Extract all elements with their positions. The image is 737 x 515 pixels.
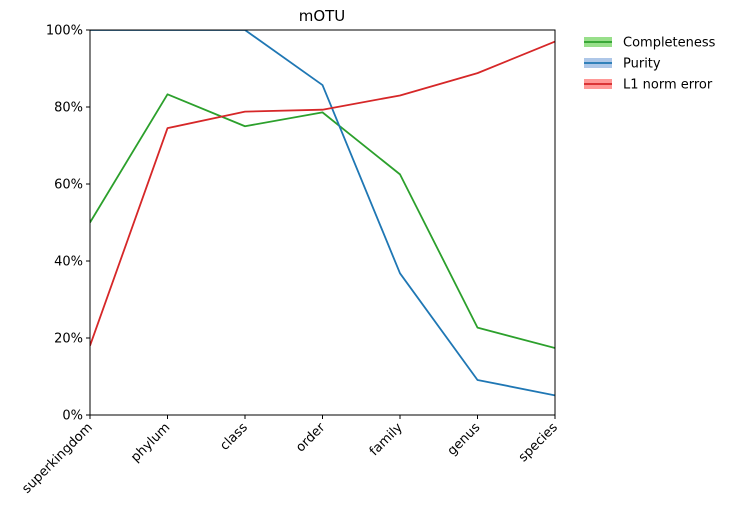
y-tick-label: 60% [54,178,83,193]
x-tick-label: phylum [128,420,173,465]
chart-title: mOTU [299,7,346,25]
legend-label: Completeness [623,36,716,51]
plot-frame [89,29,556,416]
x-tick-label: genus [445,420,484,459]
x-tick-label: order [293,420,329,456]
y-tick-label: 100% [46,24,83,39]
y-tick-label: 0% [62,409,83,424]
y-tick-label: 80% [54,101,83,116]
x-tick-label: class [217,420,251,454]
x-tick-label: species [516,420,561,465]
legend-label: Purity [623,57,661,72]
y-tick-label: 40% [54,255,83,270]
series-line-0 [90,93,555,349]
series-line-2 [90,40,555,347]
x-tick-label: family [367,420,406,459]
x-tick-label: superkingdom [19,420,95,496]
legend-label: L1 norm error [623,78,713,93]
y-tick-label: 20% [54,332,83,347]
series-line-1 [90,30,555,397]
